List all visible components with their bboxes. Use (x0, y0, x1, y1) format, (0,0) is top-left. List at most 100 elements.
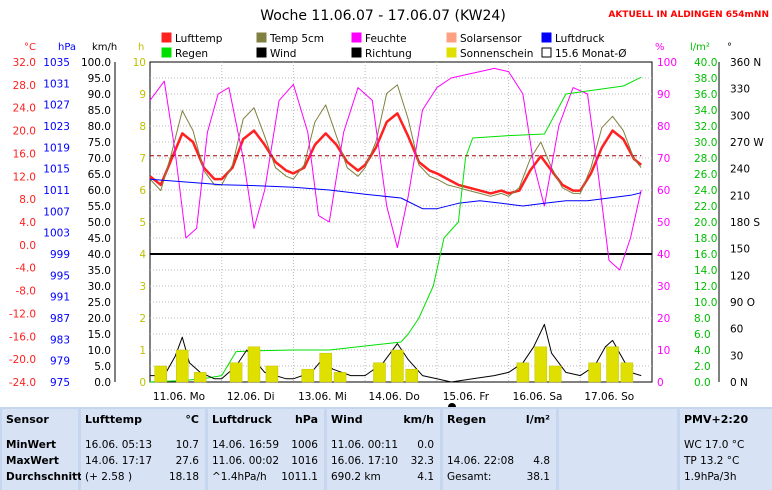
axis-tick-label: 24.0 (13, 103, 36, 115)
axis-tick-label: 0 (139, 377, 146, 389)
axis-tick-label: 70 (657, 153, 670, 165)
axis-tick-label: 20.0 (13, 126, 36, 138)
axis-tick-label: 3 (139, 281, 146, 293)
sunshine-bar (620, 362, 634, 383)
sunshine-bar (193, 372, 207, 383)
luftdruck-max-time: 11.06. 00:02 (212, 455, 279, 467)
regen-max-time: 14.06. 22:08 (447, 455, 514, 467)
x-tick-label: 14.06. Do (369, 391, 420, 403)
axis-tick-label: 8 (139, 121, 146, 133)
wind-box: Wind km/h 11.06. 00:11 0.0 16.06. 17:10 32… (327, 409, 440, 490)
chart-subtitle: AKTUELL IN ALDINGEN 654mNN (608, 10, 769, 20)
series-line-wind (150, 323, 642, 383)
axis-tick-label: 70.0 (88, 153, 111, 165)
axis-tick-label: 210 (730, 190, 750, 202)
sunshine-bar (516, 362, 530, 383)
pressure-trend-value: 1.9hPa/3h (684, 471, 737, 483)
axis-tick-label: 90 (657, 89, 670, 101)
axis-tick-label: 80 (657, 121, 670, 133)
legend-label: Lufttemp (175, 33, 223, 45)
legend-swatch (541, 32, 552, 43)
x-tick-label: 16.06. Sa (513, 391, 563, 403)
axis-tick-label: 270 W (730, 137, 764, 149)
axis-tick-label: -24.0 (9, 377, 36, 389)
axis-tick-label: 15.0 (88, 329, 111, 341)
axis-unit-label: ° (727, 42, 732, 53)
legend-swatch (161, 47, 172, 58)
wind-max-value: 32.3 (410, 455, 434, 467)
axis-tick-label: 1019 (43, 142, 70, 154)
axis-tick-label: 75.0 (88, 137, 111, 149)
axis-tick-label: 12.0 (694, 281, 717, 293)
wind-unit: km/h (403, 413, 434, 426)
sunshine-bar (319, 352, 332, 383)
axis-tick-label: 0.0 (19, 240, 36, 252)
axis-tick-label: 10.0 (88, 345, 111, 357)
axis-tick-label: 90.0 (88, 89, 111, 101)
lufttemp-max-time: 14.06. 17:17 (85, 455, 152, 467)
regen-box: Regen l/m² 14.06. 22:08 4.8 Gesamt: 38.1 (443, 409, 556, 490)
legend-swatch (351, 32, 362, 43)
legend-label: Regen (175, 48, 208, 60)
axis-unit-label: h (138, 42, 144, 53)
regen-header: Regen (447, 413, 487, 426)
legend-swatch (446, 32, 457, 43)
wind-header: Wind (331, 413, 363, 426)
axis-tick-label: 40.0 (694, 57, 717, 69)
windchill-value: WC 17.0 °C (684, 439, 745, 451)
axis-tick-label: 300 (730, 110, 750, 122)
axis-tick-label: 7 (139, 153, 146, 165)
axis-tick-label: 0 N (730, 377, 748, 389)
sunshine-bar (265, 365, 279, 383)
axis-tick-label: 60 (657, 185, 670, 197)
wind-avg-value: 4.1 (417, 471, 434, 483)
max-label: MaxWert (6, 455, 59, 467)
axis-tick-label: 60.0 (88, 185, 111, 197)
luftdruck-trend: ^1.4hPa/h (212, 471, 267, 483)
axis-tick-label: 5.0 (94, 361, 111, 373)
axis-tick-label: 45.0 (88, 233, 111, 245)
axis-tick-label: 55.0 (88, 201, 111, 213)
sunshine-bar (391, 349, 404, 383)
wind-min-time: 11.06. 00:11 (331, 439, 398, 451)
luftdruck-min-value: 1006 (291, 439, 318, 451)
sensor-box: Sensor MinWert MaxWert Durchschnitt (2, 409, 82, 490)
lufttemp-min-time: 16.06. 05:13 (85, 439, 152, 451)
axis-tick-label: 6.0 (694, 329, 711, 341)
axis-tick-label: -20.0 (9, 354, 36, 366)
weather-chart: Woche 11.06.07 - 17.06.07 (KW24) AKTUELL … (9, 8, 769, 407)
axis-tick-label: 28.0 (694, 153, 717, 165)
axis-tick-label: 36.0 (694, 89, 717, 101)
wind-distance: 690.2 km (331, 471, 381, 483)
axis-tick-label: 18.0 (694, 233, 717, 245)
axis-tick-label: 12.0 (13, 171, 36, 183)
axis-tick-label: 1007 (43, 206, 70, 218)
axis-tick-label: 28.0 (13, 80, 36, 92)
series-line-luftdruck (149, 178, 642, 210)
axis-tick-label: -16.0 (9, 331, 36, 343)
axis-tick-label: 38.0 (694, 73, 717, 85)
axis-tick-label: 25.0 (88, 297, 111, 309)
axis-tick-label: 975 (50, 377, 70, 389)
axis-tick-label: 34.0 (694, 105, 717, 117)
axis-tick-label: 4.0 (19, 217, 36, 229)
axis-tick-label: 2 (139, 313, 146, 325)
pmv-box: PMV+2:20 WC 17.0 °C TP 13.2 °C 1.9hPa/3h (680, 409, 772, 490)
sunshine-bar (606, 346, 619, 383)
axis-tick-label: 20 (657, 313, 670, 325)
lufttemp-header: Lufttemp (85, 413, 142, 426)
axis-tick-label: 26.0 (694, 169, 717, 181)
axis-tick-label: 20.0 (88, 313, 111, 325)
axis-tick-label: 330 (730, 84, 750, 96)
legend-label: Temp 5cm (269, 33, 324, 45)
axis-unit-label: l/m² (690, 42, 710, 53)
axis-tick-label: 30 (657, 281, 670, 293)
axis-tick-label: 0.0 (694, 377, 711, 389)
axis-tick-label: 16.0 (694, 249, 717, 261)
legend-label: Richtung (365, 48, 412, 60)
sunshine-bar (534, 346, 548, 383)
lufttemp-unit: °C (185, 413, 199, 426)
axis-tick-label: 1031 (43, 78, 70, 90)
axis-tick-label: 1023 (43, 121, 70, 133)
